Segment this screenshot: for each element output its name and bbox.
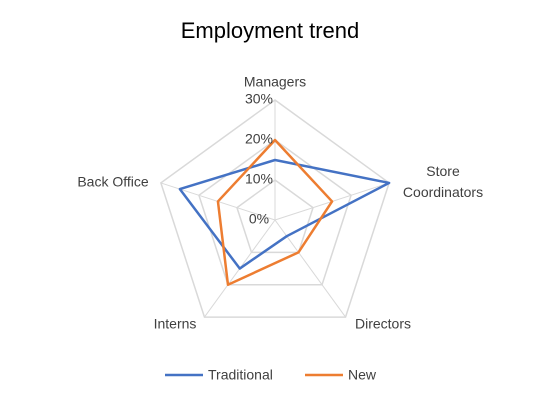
grid-ring (198, 139, 352, 286)
category-label: Store Coordinators (402, 163, 484, 200)
grid-ring (159, 99, 391, 318)
legend-label: Traditional (208, 367, 273, 383)
category-label: Interns (153, 315, 197, 332)
series-line (178, 158, 391, 270)
axis-tick-label: 10% (245, 171, 273, 187)
axis-tick-label: 30% (245, 91, 273, 107)
category-label: Directors (354, 315, 412, 332)
legend-label: New (348, 367, 377, 383)
axis-tick-label: 0% (249, 211, 269, 227)
category-label: Back Office (77, 173, 149, 190)
series-line (216, 138, 334, 286)
chart-title: Employment trend (181, 18, 360, 43)
axis-tick-label: 20% (245, 131, 273, 147)
category-label: Managers (243, 73, 307, 90)
grid-ring (236, 179, 314, 254)
